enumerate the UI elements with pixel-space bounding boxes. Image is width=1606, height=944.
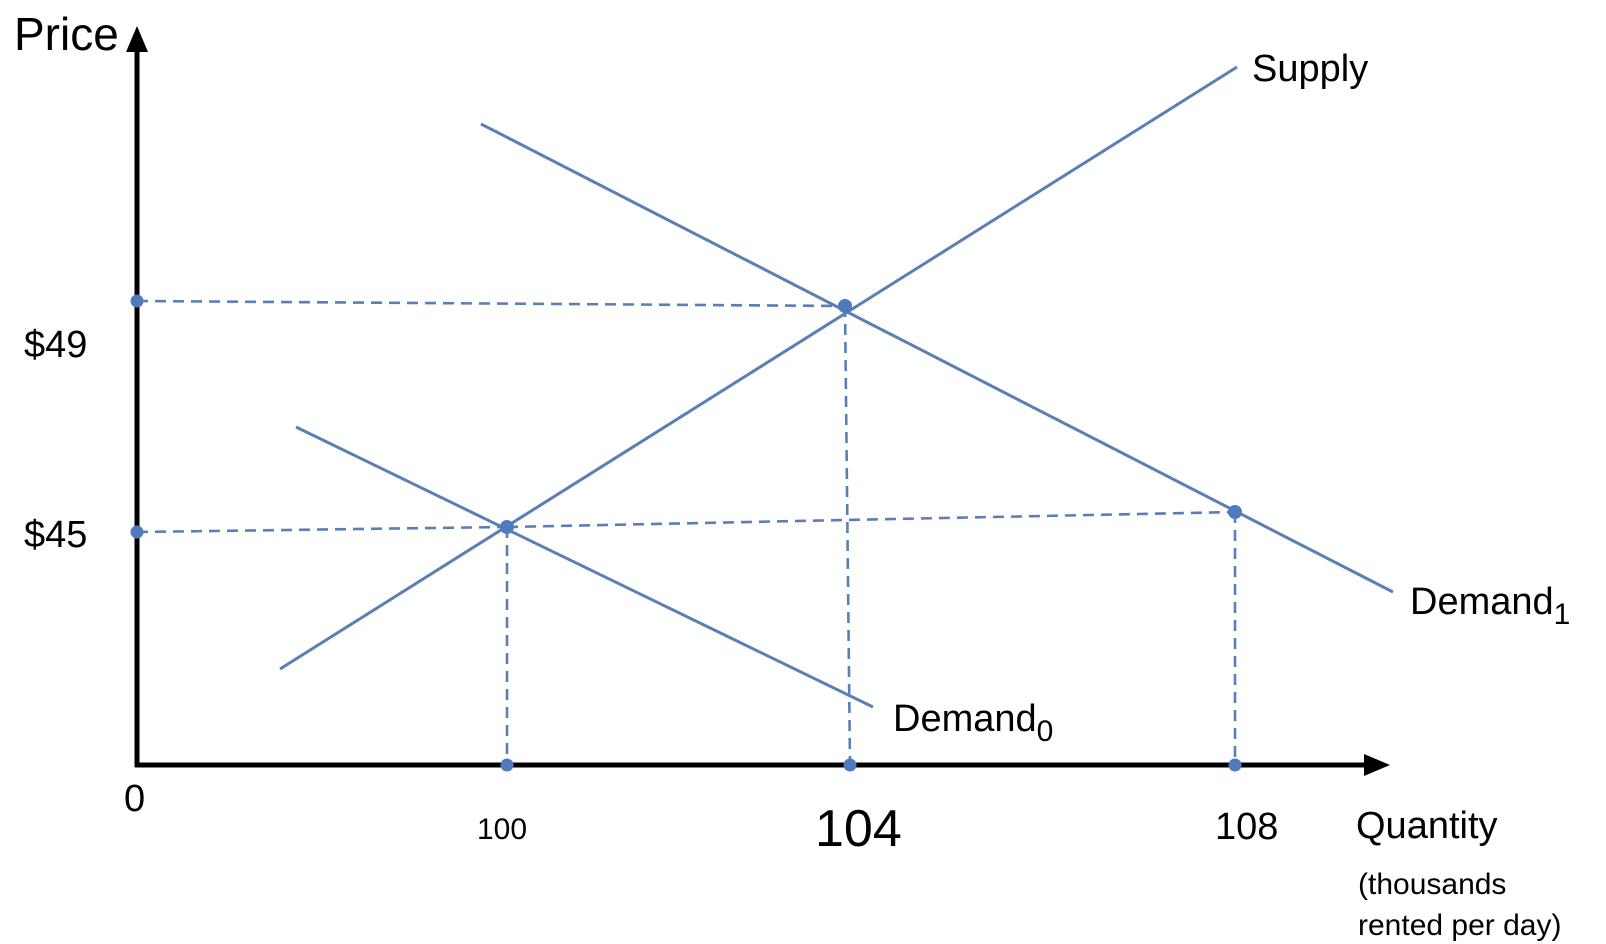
guide-price-45 bbox=[136, 525, 508, 534]
demand0-label-sub: 0 bbox=[1037, 715, 1054, 748]
origin-label: 0 bbox=[124, 778, 145, 820]
point-price-45 bbox=[130, 525, 144, 539]
point-price-49 bbox=[130, 294, 144, 308]
guide-price-49 bbox=[136, 299, 846, 308]
demand1-label-sub: 1 bbox=[1554, 598, 1571, 631]
x-tick-108: 108 bbox=[1215, 806, 1278, 848]
y-axis-arrow bbox=[126, 26, 148, 52]
point-qty-100 bbox=[500, 758, 514, 772]
demand0-curve bbox=[295, 425, 874, 709]
guide-qty-104 bbox=[843, 305, 852, 766]
x-axis-arrow bbox=[1364, 754, 1390, 776]
x-tick-100: 100 bbox=[477, 813, 527, 846]
y-tick-49: $49 bbox=[24, 324, 87, 366]
point-demand1-at-45 bbox=[1228, 505, 1242, 519]
supply-curve bbox=[279, 65, 1238, 671]
x-tick-104: 104 bbox=[815, 800, 902, 858]
demand1-label: Demand1 bbox=[1410, 581, 1570, 631]
point-equilibrium-0 bbox=[500, 520, 514, 534]
point-qty-104 bbox=[843, 758, 857, 772]
supply-label: Supply bbox=[1252, 48, 1368, 90]
point-qty-108 bbox=[1228, 758, 1242, 772]
demand1-label-base: Demand bbox=[1410, 581, 1554, 623]
point-equilibrium-1 bbox=[838, 299, 852, 313]
x-axis-unit-line1: (thousands bbox=[1358, 868, 1506, 901]
guide-new-price-45 bbox=[506, 510, 1236, 529]
x-axis-label: Quantity bbox=[1356, 805, 1498, 847]
x-axis-unit-line2: rented per day) bbox=[1358, 909, 1561, 942]
demand0-label-base: Demand bbox=[893, 698, 1037, 740]
y-tick-45: $45 bbox=[24, 514, 87, 556]
demand1-curve bbox=[480, 122, 1394, 594]
y-axis-label: Price bbox=[14, 8, 119, 60]
demand0-label: Demand0 bbox=[893, 698, 1053, 748]
